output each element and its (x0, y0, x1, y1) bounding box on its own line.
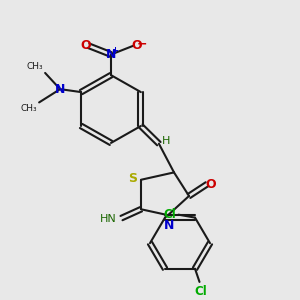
Text: CH₃: CH₃ (21, 104, 38, 113)
Text: O: O (205, 178, 216, 191)
Text: +: + (111, 46, 118, 55)
Text: N: N (164, 219, 175, 232)
Text: Cl: Cl (195, 285, 207, 298)
Text: H: H (162, 136, 171, 146)
Text: N: N (106, 48, 116, 61)
Text: S: S (128, 172, 137, 185)
Text: O: O (131, 39, 142, 52)
Text: Cl: Cl (163, 208, 176, 220)
Text: CH₃: CH₃ (27, 62, 44, 71)
Text: N: N (55, 83, 65, 96)
Text: HN: HN (100, 214, 117, 224)
Text: O: O (80, 39, 91, 52)
Text: −: − (137, 38, 147, 51)
